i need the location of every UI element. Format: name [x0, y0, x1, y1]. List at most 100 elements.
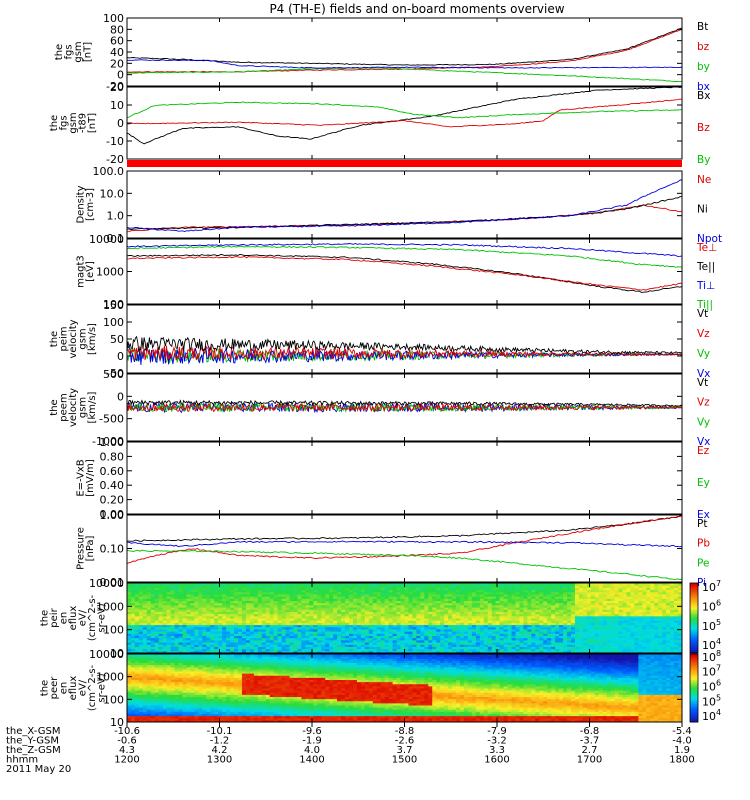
- spectrogram-cell: [277, 622, 283, 626]
- spectrogram-cell: [622, 611, 627, 615]
- spectrogram-cell: [309, 626, 314, 630]
- spectrogram-cell: [598, 585, 604, 588]
- spectrogram-cell: [614, 639, 620, 643]
- spectrogram-cell: [499, 602, 505, 606]
- spectrogram-cell: [380, 622, 386, 626]
- spectrogram-cell: [416, 607, 421, 610]
- colorbar-segment: [690, 588, 698, 591]
- spectrogram-cell: [666, 589, 671, 593]
- spectrogram-cell: [535, 624, 540, 628]
- spectrogram-cell: [127, 702, 132, 706]
- spectrogram-cell: [210, 628, 215, 632]
- spectrogram-cell: [456, 639, 461, 643]
- spectrogram-cell: [281, 635, 287, 639]
- spectrogram-cell: [523, 589, 528, 593]
- spectrogram-cell: [134, 607, 140, 610]
- spectrogram-cell: [364, 626, 370, 630]
- spectrogram-cell: [590, 600, 596, 604]
- spectrogram-cell: [238, 642, 243, 645]
- spectrogram-cell: [202, 609, 207, 612]
- spectrogram-cell: [551, 646, 556, 650]
- spectrogram-cell: [333, 646, 338, 650]
- spectrogram-cell: [376, 615, 382, 619]
- legend-label-2: Bz: [697, 122, 710, 134]
- spectrogram-cell: [590, 585, 596, 588]
- spectrogram-cell: [420, 611, 425, 615]
- spectrogram-cell: [138, 628, 144, 632]
- spectrogram-cell: [356, 628, 362, 632]
- spectrogram-cell: [241, 602, 247, 606]
- spectrogram-cell: [499, 639, 505, 643]
- spectrogram-cell: [158, 583, 164, 586]
- spectrogram-cell: [127, 705, 132, 708]
- spectrogram-cell: [162, 613, 168, 617]
- spectrogram-cell: [559, 635, 564, 639]
- spectrogram-cell: [602, 633, 608, 636]
- spectrogram-cell: [368, 583, 374, 586]
- spectrogram-cell: [590, 620, 596, 623]
- spectrogram-cell: [190, 613, 195, 617]
- spectrogram-cell: [670, 650, 675, 654]
- spectrogram-cell: [559, 618, 564, 621]
- spectrogram-cell: [539, 637, 544, 641]
- spectrogram-cell: [551, 622, 556, 626]
- spectrogram-cell: [372, 620, 378, 623]
- spectrogram-cell: [614, 637, 620, 641]
- spectrogram-cell: [261, 620, 267, 623]
- spectrogram-cell: [372, 607, 378, 610]
- spectrogram-cell: [329, 583, 334, 586]
- spectrogram-cell: [456, 589, 461, 593]
- spectrogram-cell: [523, 585, 528, 588]
- spectrogram-cell: [154, 631, 160, 634]
- y-axis-label-line: peim: [59, 326, 70, 351]
- y-tick-label: 0.00: [100, 508, 125, 521]
- spectrogram-cell: [511, 609, 516, 612]
- spectrogram-cell: [678, 646, 683, 650]
- spectrogram-cell: [174, 637, 180, 641]
- spectrogram-cell: [238, 611, 243, 615]
- spectrogram-cell: [487, 618, 493, 621]
- spectrogram-cell: [598, 644, 604, 647]
- spectrogram-cell: [257, 611, 263, 615]
- spectrogram-cell: [499, 622, 505, 626]
- spectrogram-cell: [531, 618, 536, 621]
- spectrogram-cell: [214, 585, 219, 588]
- spectrogram-cell: [662, 611, 667, 615]
- spectrogram-cell: [590, 591, 596, 595]
- spectrogram-cell: [273, 596, 279, 599]
- spectrogram-cell: [551, 596, 556, 599]
- spectrogram-cell: [487, 631, 493, 634]
- spectrogram-cell: [376, 626, 382, 630]
- spectrogram-cell: [245, 604, 251, 608]
- spectrogram-cell: [190, 648, 195, 652]
- spectrogram-cell: [341, 628, 346, 632]
- spectrogram-cell: [218, 600, 223, 604]
- spectrogram-cell: [174, 631, 180, 634]
- spectrogram-cell: [574, 591, 580, 595]
- spectrogram-cell: [238, 591, 243, 595]
- spectrogram-cell: [495, 596, 501, 599]
- spectrogram-cell: [210, 635, 215, 639]
- spectrogram-cell: [138, 585, 144, 588]
- spectrogram-cell: [626, 611, 631, 615]
- spectrogram-cell: [130, 642, 136, 645]
- colorbar-segment: [690, 612, 698, 615]
- spectrogram-cell: [432, 611, 437, 615]
- spectrogram-cell: [356, 642, 362, 645]
- spectrogram-cell: [214, 628, 219, 632]
- spectrogram-cell: [471, 637, 477, 641]
- spectrogram-cell: [333, 620, 338, 623]
- spectrogram-cell: [519, 646, 524, 650]
- spectrogram-cell: [166, 631, 172, 634]
- spectrogram-cell: [495, 650, 501, 654]
- spectrogram-cell: [440, 633, 445, 636]
- spectrogram-cell: [507, 631, 513, 634]
- spectrogram-cell: [658, 600, 663, 604]
- spectrogram-cell: [293, 589, 298, 593]
- spectrogram-cell: [297, 615, 302, 619]
- spectrogram-cell: [341, 642, 346, 645]
- spectrogram-cell: [471, 644, 477, 647]
- spectrogram-cell: [384, 589, 390, 593]
- spectrogram-cell: [610, 583, 616, 586]
